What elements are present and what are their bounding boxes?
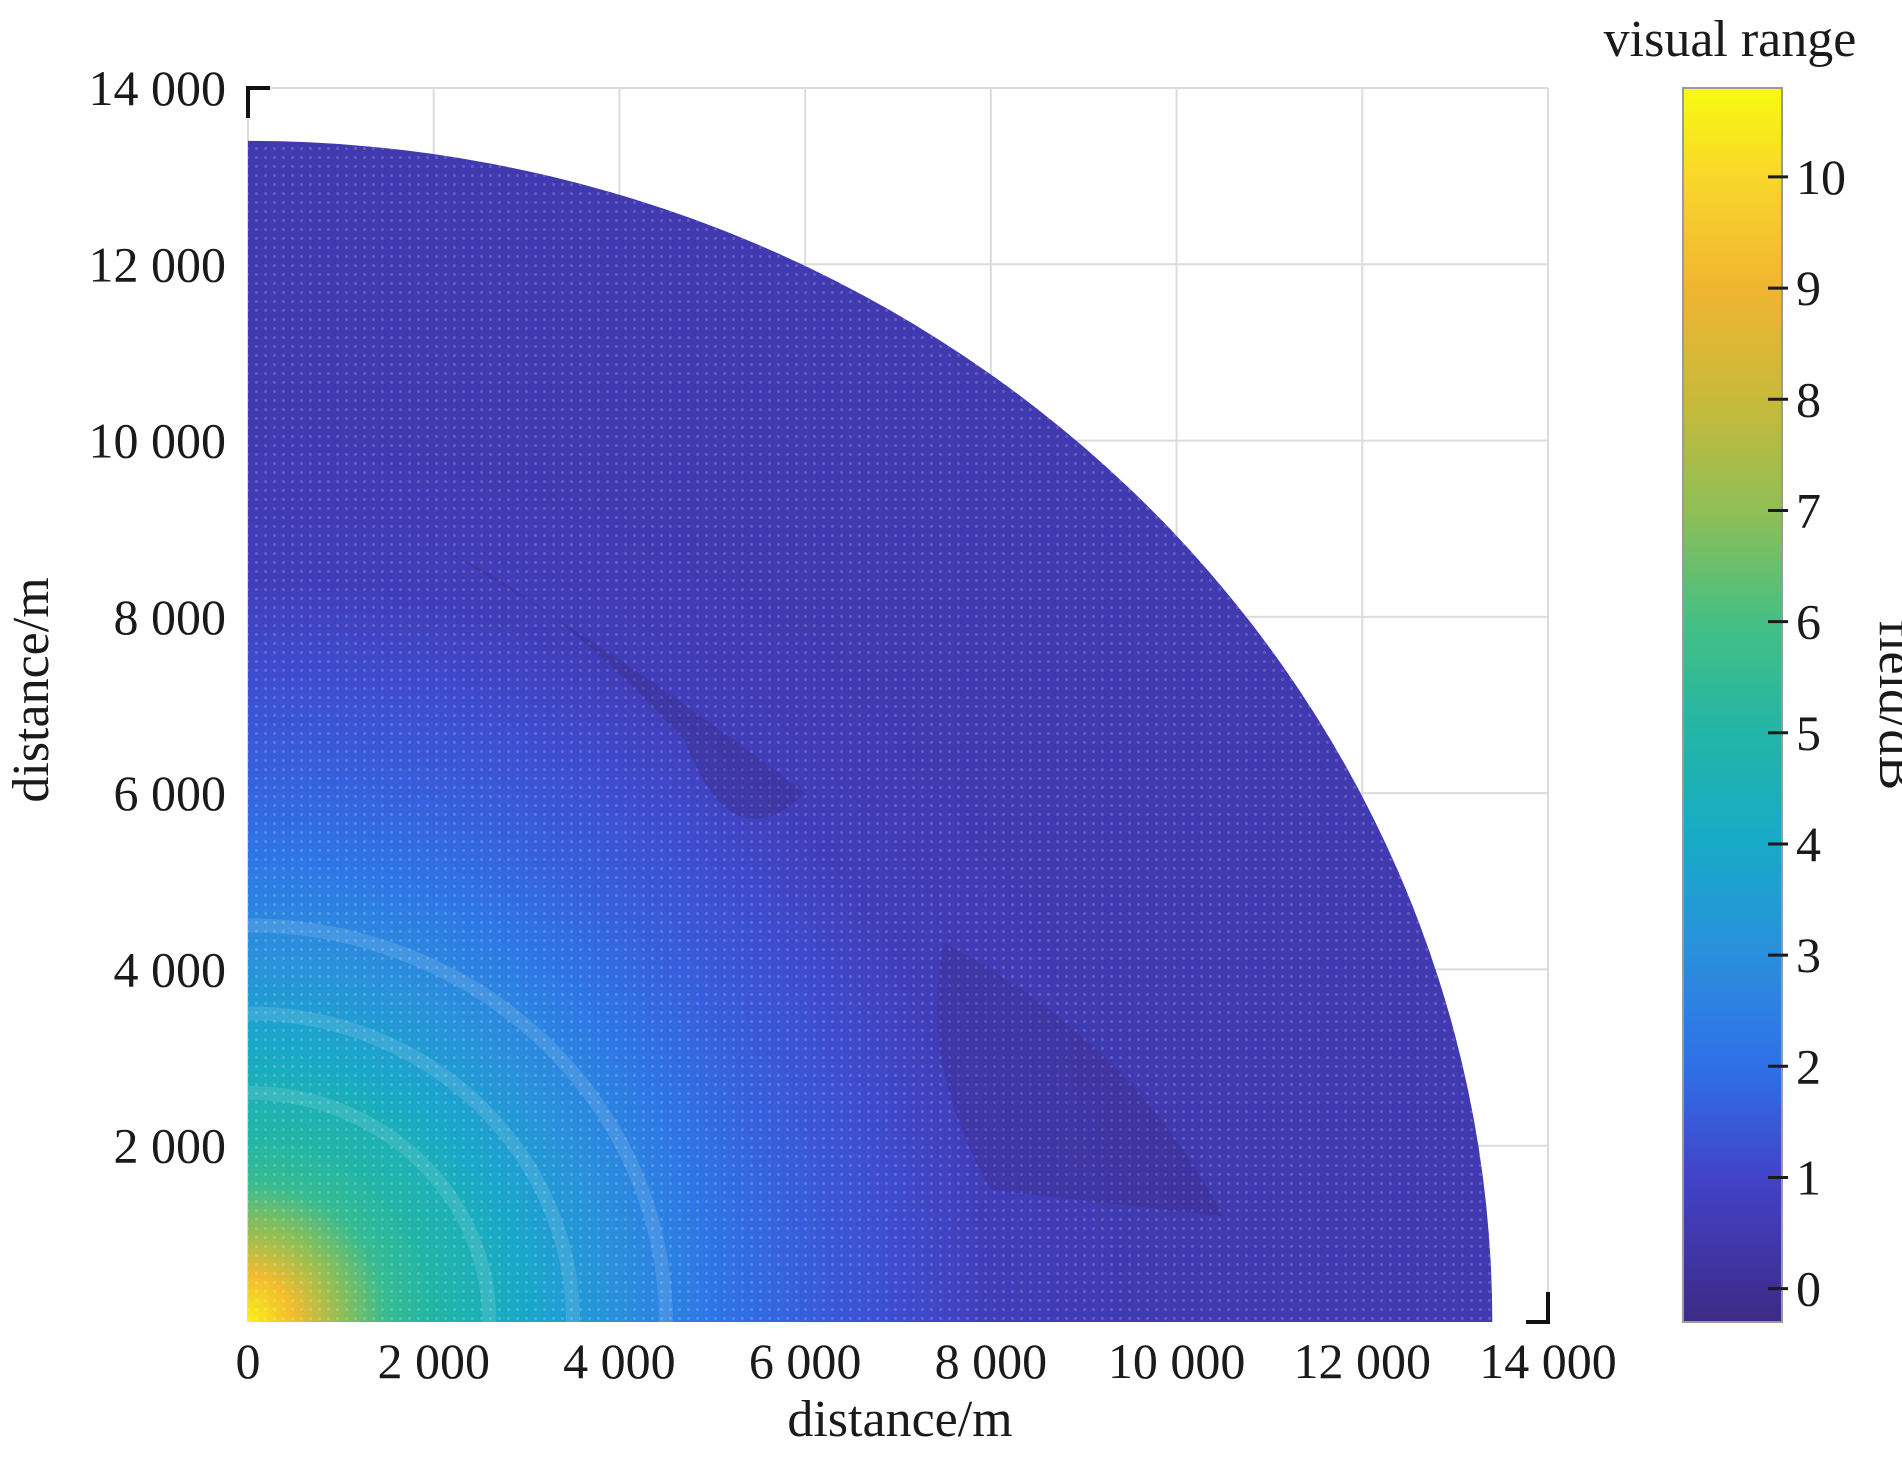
field-band <box>248 1085 497 1322</box>
y-tick-label: 2 000 <box>114 1118 227 1174</box>
corner-mark-top-left <box>246 86 270 118</box>
x-tick-label: 14 000 <box>1479 1333 1617 1389</box>
colorbar-tick-label: 6 <box>1796 594 1821 650</box>
field-band <box>248 1006 580 1322</box>
x-tick-label: 8 000 <box>935 1333 1048 1389</box>
field-heatmap <box>248 140 1493 1322</box>
colorbar-label: field/dB <box>1868 620 1902 790</box>
y-tick-label: 10 000 <box>89 413 227 469</box>
colorbar-tick-label: 4 <box>1796 816 1821 872</box>
colorbar-tick-label: 3 <box>1796 927 1821 983</box>
colorbar-tick-label: 9 <box>1796 260 1821 316</box>
low-field-region <box>452 555 806 819</box>
colorbar: 0 1 2 3 4 5 6 7 8 9 10 visual range field/dB <box>1604 11 1902 1323</box>
axis-corner-marks <box>246 86 1550 1324</box>
field-ripple-texture <box>248 140 1493 1322</box>
colorbar-scale <box>1682 87 1783 1323</box>
colorbar-tick-label: 7 <box>1796 482 1821 538</box>
low-field-region <box>936 942 1223 1217</box>
x-tick-label: 0 <box>236 1333 261 1389</box>
colorbar-tick-label: 1 <box>1796 1149 1821 1205</box>
x-tick-label: 4 000 <box>563 1333 676 1389</box>
x-tick-label: 10 000 <box>1108 1333 1246 1389</box>
y-tick-label: 4 000 <box>114 941 227 997</box>
y-tick-label: 8 000 <box>114 589 227 645</box>
colorbar-tick-label: 5 <box>1796 705 1821 761</box>
y-tick-labels: 2 000 4 000 6 000 8 000 10 000 12 000 14 000 <box>89 60 227 1174</box>
colorbar-ticks: 0 1 2 3 4 5 6 7 8 9 10 <box>1768 149 1846 1317</box>
colorbar-tick-label: 8 <box>1796 371 1821 427</box>
colorbar-tick-label: 0 <box>1796 1261 1821 1317</box>
colorbar-title: visual range <box>1604 11 1857 68</box>
x-tick-labels: 0 2 000 4 000 6 000 8 000 10 000 12 000 14 000 <box>236 1333 1617 1389</box>
corner-mark-bottom-right <box>1526 1292 1550 1324</box>
colorbar-tick-label: 2 <box>1796 1038 1821 1094</box>
x-tick-label: 2 000 <box>377 1333 490 1389</box>
y-tick-label: 12 000 <box>89 236 227 292</box>
x-axis-label: distance/m <box>787 1391 1012 1448</box>
colorbar-tick-label: 10 <box>1796 149 1846 205</box>
x-tick-label: 12 000 <box>1294 1333 1432 1389</box>
y-tick-label: 6 000 <box>114 765 227 821</box>
y-tick-label: 14 000 <box>89 60 227 116</box>
y-axis-label: distance/m <box>3 577 60 802</box>
x-tick-label: 6 000 <box>749 1333 862 1389</box>
field-band <box>248 918 673 1322</box>
